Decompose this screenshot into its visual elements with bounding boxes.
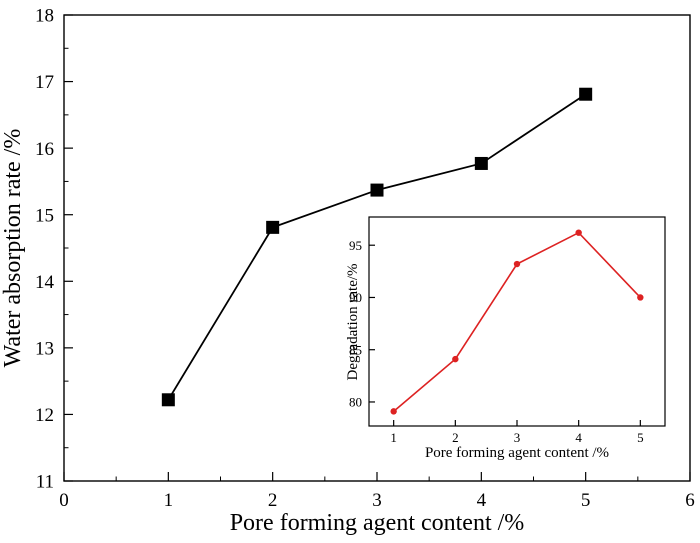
y-tick-label: 18 (35, 6, 54, 27)
x-tick-label: 3 (372, 490, 382, 511)
x-tick-label: 4 (477, 490, 487, 511)
main-x-axis-title: Pore forming agent content /% (230, 510, 525, 536)
x-tick-label: 4 (575, 430, 582, 445)
y-tick-label: 13 (35, 339, 54, 360)
y-tick-label: 15 (35, 205, 54, 226)
main-series-markers (161, 87, 593, 407)
data-point (370, 183, 384, 197)
y-tick-label: 12 (35, 405, 54, 426)
data-point (161, 393, 175, 407)
x-tick-label: 1 (390, 430, 397, 445)
data-point (637, 294, 644, 301)
x-tick-label: 2 (452, 430, 459, 445)
data-point (575, 229, 582, 236)
y-tick-label: 14 (35, 272, 55, 293)
data-point (452, 355, 459, 363)
y-tick-label: 85 (349, 342, 362, 357)
data-point (513, 260, 521, 268)
main-y-axis-title: Water absorption rate /% (0, 129, 26, 368)
x-tick-label: 5 (637, 430, 644, 445)
x-tick-label: 5 (581, 490, 591, 511)
y-tick-label: 11 (36, 472, 54, 493)
y-tick-label: 17 (35, 72, 54, 93)
y-tick-label: 95 (349, 238, 362, 253)
y-tick-label: 80 (349, 395, 362, 410)
x-tick-label: 3 (514, 430, 521, 445)
inset-y-axis-title: Degradation rate/% (345, 263, 361, 380)
data-point (266, 220, 280, 234)
x-tick-label: 1 (164, 490, 174, 511)
x-tick-label: 2 (268, 490, 278, 511)
x-tick-label: 0 (59, 490, 69, 511)
y-tick-label: 16 (35, 139, 54, 160)
data-point (390, 408, 397, 415)
x-tick-label: 6 (685, 490, 695, 511)
data-point (579, 87, 593, 101)
inset-chart: 1 2 3 4 5 80 85 90 95 Pore forming agent content… (345, 216, 666, 461)
data-point (474, 156, 488, 170)
y-tick-label: 90 (349, 290, 362, 305)
inset-x-axis-title: Pore forming agent content /% (425, 445, 609, 461)
inset-series-markers (390, 229, 644, 415)
inset-axis-ticks: 1 2 3 4 5 80 85 90 95 (349, 238, 644, 445)
